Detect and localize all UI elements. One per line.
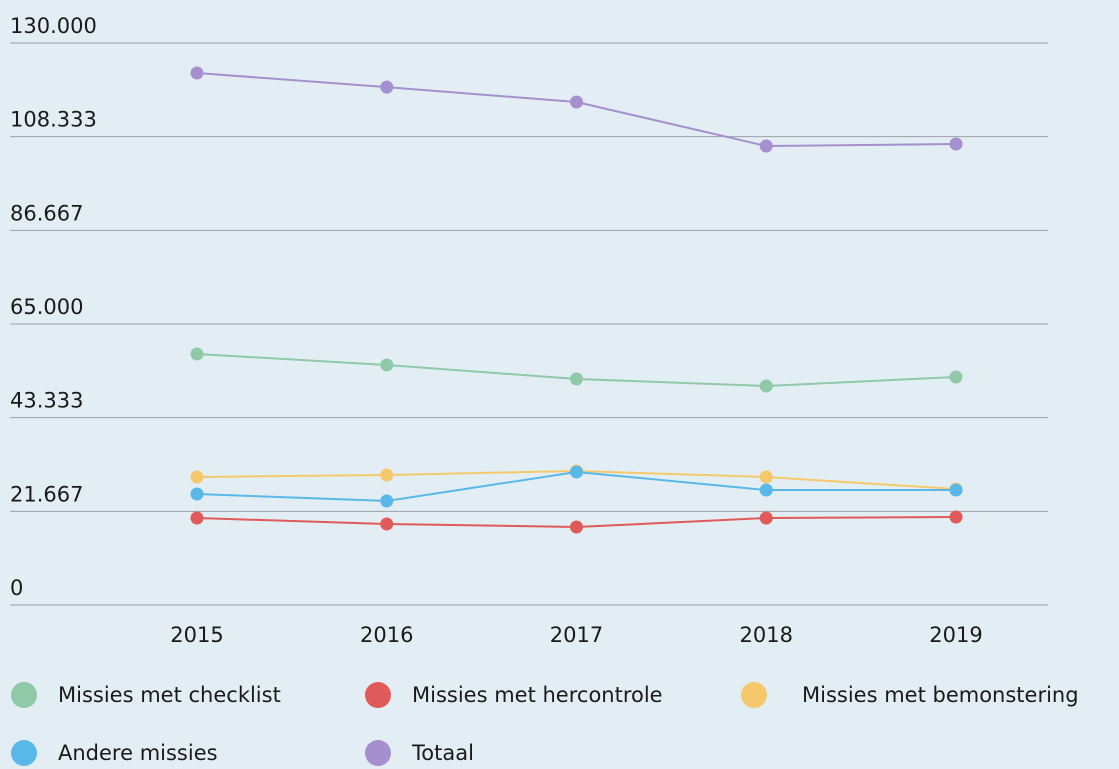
data-point xyxy=(570,95,583,109)
data-point xyxy=(380,358,394,372)
legend-swatch xyxy=(365,740,391,766)
data-point xyxy=(570,465,583,479)
data-point xyxy=(380,494,394,508)
legend-swatch xyxy=(11,682,37,708)
data-point xyxy=(759,470,773,484)
data-point xyxy=(759,379,773,393)
y-tick-label: 86.667 xyxy=(10,201,83,225)
legend-label: Missies met checklist xyxy=(58,683,281,707)
data-point xyxy=(949,510,963,524)
legend-label: Missies met bemonstering xyxy=(802,683,1079,707)
y-tick-label: 108.333 xyxy=(10,108,97,132)
x-tick-label: 2017 xyxy=(550,623,603,647)
data-point xyxy=(380,468,394,482)
data-point xyxy=(759,511,773,525)
data-point xyxy=(759,483,773,497)
x-tick-label: 2016 xyxy=(360,623,413,647)
legend-label: Andere missies xyxy=(58,741,218,765)
x-tick-label: 2018 xyxy=(740,623,793,647)
data-point xyxy=(190,66,204,80)
data-point xyxy=(949,137,963,151)
legend-label: Totaal xyxy=(411,741,474,765)
x-tick-label: 2019 xyxy=(929,623,982,647)
data-point xyxy=(759,139,773,153)
y-tick-label: 21.667 xyxy=(10,482,83,506)
data-point xyxy=(190,470,204,484)
series-line xyxy=(196,72,957,148)
x-tick-label: 2015 xyxy=(170,623,223,647)
data-point xyxy=(190,511,204,525)
y-tick-label: 65.000 xyxy=(10,295,83,319)
legend-swatch xyxy=(365,682,391,708)
data-point xyxy=(190,487,204,501)
data-point xyxy=(949,483,963,497)
legend-label: Missies met hercontrole xyxy=(412,683,663,707)
y-tick-label: 0 xyxy=(10,576,23,600)
data-point xyxy=(380,80,394,94)
legend-swatch xyxy=(741,682,767,708)
legend-swatch xyxy=(11,740,37,766)
data-point xyxy=(949,370,963,384)
data-point xyxy=(570,520,583,534)
data-point xyxy=(570,372,583,386)
y-tick-label: 130.000 xyxy=(10,14,97,38)
y-tick-label: 43.333 xyxy=(10,389,83,413)
data-point xyxy=(380,517,394,531)
data-point xyxy=(190,347,204,361)
